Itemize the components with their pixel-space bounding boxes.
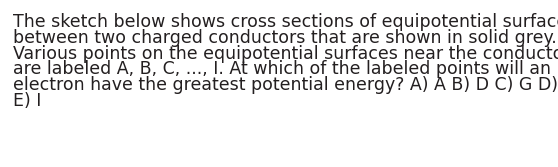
Text: are labeled A, B, C, ..., I. At which of the labeled points will an: are labeled A, B, C, ..., I. At which of…: [13, 60, 551, 78]
Text: E) I: E) I: [13, 92, 41, 110]
Text: The sketch below shows cross sections of equipotential surfaces: The sketch below shows cross sections of…: [13, 13, 558, 31]
Text: Various points on the equipotential surfaces near the conductors: Various points on the equipotential surf…: [13, 45, 558, 63]
Text: electron have the greatest potential energy? A) A B) D C) G D) H: electron have the greatest potential ene…: [13, 76, 558, 94]
Text: between two charged conductors that are shown in solid grey.: between two charged conductors that are …: [13, 29, 557, 47]
